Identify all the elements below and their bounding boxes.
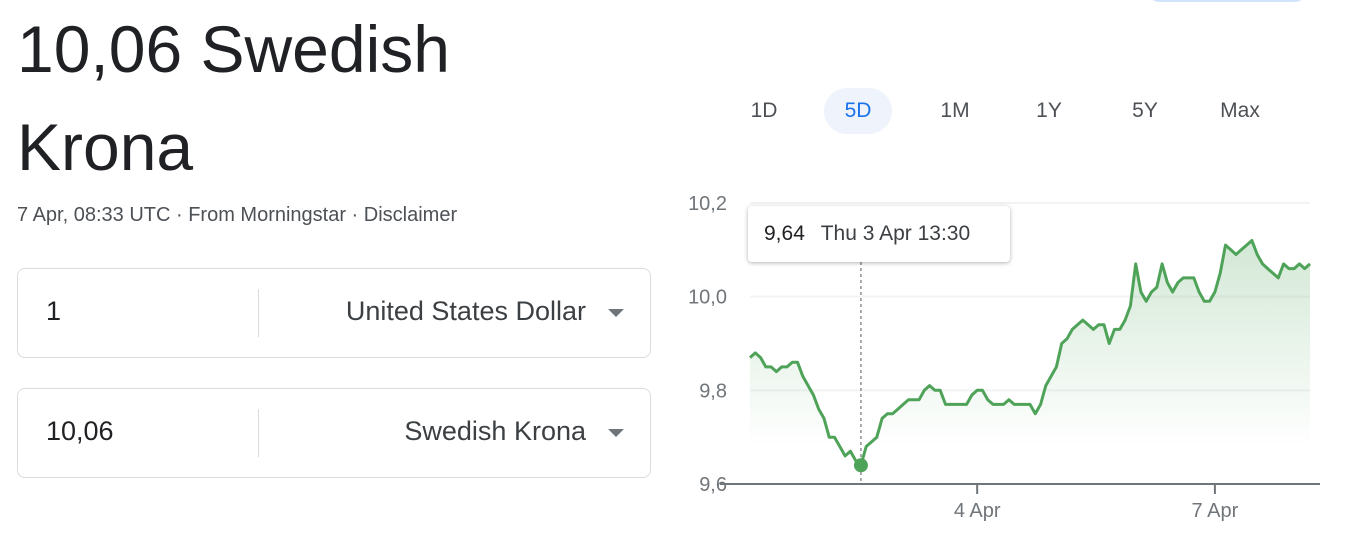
y-tick-label: 9,6	[699, 474, 727, 496]
y-tick-label: 9,8	[699, 380, 727, 402]
tab-5y[interactable]: 5Y	[1132, 99, 1158, 122]
from-amount-input[interactable]: 1	[46, 296, 62, 326]
caret-down-icon[interactable]	[608, 309, 624, 317]
hover-point	[853, 458, 868, 473]
tab-1m[interactable]: 1M	[940, 99, 970, 122]
to-currency-row: 10,06 Swedish Krona	[17, 388, 651, 478]
from-currency-select[interactable]: United States Dollar	[345, 296, 586, 326]
chart-line	[749, 239, 1311, 467]
to-amount-input[interactable]: 10,06	[46, 416, 114, 446]
result-meta: 7 Apr, 08:33 UTC · From Morningstar · Di…	[17, 204, 458, 226]
tooltip-time: Thu 3 Apr 13:30	[820, 222, 971, 245]
divider	[258, 409, 259, 457]
tab-1d[interactable]: 1D	[750, 99, 778, 122]
x-tick-label: 4 Apr	[954, 500, 1001, 522]
to-currency-select[interactable]: Swedish Krona	[404, 416, 586, 446]
tab-5d[interactable]: 5D	[824, 88, 892, 134]
y-tick-label: 10,2	[688, 193, 727, 215]
tooltip-value: 9,64	[764, 222, 805, 245]
tab-1y[interactable]: 1Y	[1036, 99, 1062, 122]
caret-down-icon[interactable]	[608, 429, 624, 437]
chart-tooltip: 9,64 Thu 3 Apr 13:30	[748, 206, 1010, 262]
conversion-result-title: 10,06 Swedish Krona	[17, 12, 450, 184]
tab-max[interactable]: Max	[1220, 99, 1260, 122]
divider	[258, 289, 259, 337]
chart-area	[750, 240, 1310, 484]
from-currency-row: 1 United States Dollar	[17, 268, 651, 358]
x-tick-label: 7 Apr	[1192, 500, 1239, 522]
top-pill-button[interactable]	[1148, 0, 1306, 2]
y-tick-label: 10,0	[688, 287, 727, 309]
